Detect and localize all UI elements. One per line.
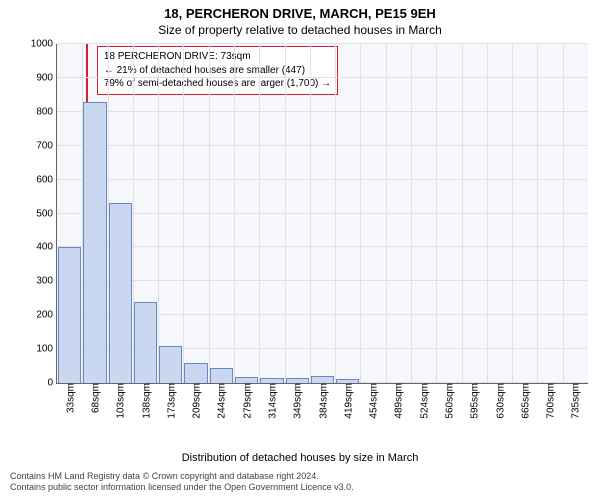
grid-line-v (259, 44, 260, 383)
histogram-bar (83, 102, 106, 383)
grid-line-v (209, 44, 210, 383)
grid-line-h (57, 179, 588, 180)
histogram-bar (336, 379, 359, 383)
chart-container: Number of detached properties 18 PERCHER… (0, 40, 600, 440)
y-tick-label: 300 (36, 276, 57, 287)
x-tick-label: 524sqm (417, 383, 430, 419)
histogram-bar (210, 368, 233, 383)
grid-line-v (158, 44, 159, 383)
histogram-bar (58, 247, 81, 383)
x-tick-label: 454sqm (367, 383, 380, 419)
y-tick-label: 700 (36, 140, 57, 151)
x-tick-label: 489sqm (392, 383, 405, 419)
histogram-bar (235, 377, 258, 383)
grid-line-h (57, 43, 588, 44)
grid-line-h (57, 213, 588, 214)
footer-attribution: Contains HM Land Registry data © Crown c… (10, 471, 354, 494)
grid-line-v (537, 44, 538, 383)
y-tick-label: 0 (47, 378, 57, 389)
x-tick-label: 595sqm (468, 383, 481, 419)
x-tick-label: 349sqm (291, 383, 304, 419)
x-tick-label: 68sqm (88, 383, 101, 413)
annotation-line-2: ← 21% of detached houses are smaller (44… (104, 64, 331, 78)
page-subtitle: Size of property relative to detached ho… (0, 21, 600, 41)
histogram-bar (260, 378, 283, 383)
y-tick-label: 500 (36, 208, 57, 219)
grid-line-v (436, 44, 437, 383)
grid-line-h (57, 145, 588, 146)
annotation-line-1: 18 PERCHERON DRIVE: 73sqm (104, 50, 331, 64)
grid-line-v (563, 44, 564, 383)
x-tick-label: 665sqm (518, 383, 531, 419)
x-tick-label: 33sqm (63, 383, 76, 413)
page-title: 18, PERCHERON DRIVE, MARCH, PE15 9EH (0, 0, 600, 21)
grid-line-v (360, 44, 361, 383)
x-tick-label: 314sqm (265, 383, 278, 419)
x-tick-label: 279sqm (240, 383, 253, 419)
x-tick-label: 419sqm (341, 383, 354, 419)
y-tick-label: 800 (36, 106, 57, 117)
grid-line-v (487, 44, 488, 383)
histogram-bar (286, 378, 309, 383)
histogram-bar (311, 376, 334, 383)
x-tick-label: 103sqm (114, 383, 127, 419)
grid-line-v (183, 44, 184, 383)
histogram-bar (134, 302, 157, 383)
y-tick-label: 100 (36, 344, 57, 355)
x-tick-label: 630sqm (493, 383, 506, 419)
y-tick-label: 600 (36, 174, 57, 185)
grid-line-v (310, 44, 311, 383)
x-tick-label: 173sqm (164, 383, 177, 419)
footer-line-1: Contains HM Land Registry data © Crown c… (10, 471, 354, 483)
x-tick-label: 209sqm (190, 383, 203, 419)
grid-line-h (57, 246, 588, 247)
x-tick-label: 244sqm (215, 383, 228, 419)
histogram-bar (159, 346, 182, 383)
y-tick-label: 1000 (31, 39, 57, 50)
histogram-bar (184, 363, 207, 383)
x-tick-label: 384sqm (316, 383, 329, 419)
x-tick-label: 735sqm (569, 383, 582, 419)
grid-line-v (234, 44, 235, 383)
plot-area: 18 PERCHERON DRIVE: 73sqm ← 21% of detac… (56, 44, 588, 384)
grid-line-v (285, 44, 286, 383)
grid-line-h (57, 280, 588, 281)
x-tick-label: 700sqm (544, 383, 557, 419)
grid-line-v (335, 44, 336, 383)
grid-line-v (462, 44, 463, 383)
grid-line-v (411, 44, 412, 383)
y-tick-label: 400 (36, 242, 57, 253)
footer-line-2: Contains public sector information licen… (10, 482, 354, 494)
grid-line-v (386, 44, 387, 383)
grid-line-v (512, 44, 513, 383)
annotation-line-3: 79% of semi-detached houses are larger (… (104, 77, 331, 91)
x-axis-label: Distribution of detached houses by size … (0, 452, 600, 464)
grid-line-h (57, 111, 588, 112)
y-tick-label: 200 (36, 310, 57, 321)
y-tick-label: 900 (36, 72, 57, 83)
grid-line-h (57, 77, 588, 78)
histogram-bar (109, 203, 132, 383)
x-tick-label: 560sqm (442, 383, 455, 419)
x-tick-label: 138sqm (139, 383, 152, 419)
